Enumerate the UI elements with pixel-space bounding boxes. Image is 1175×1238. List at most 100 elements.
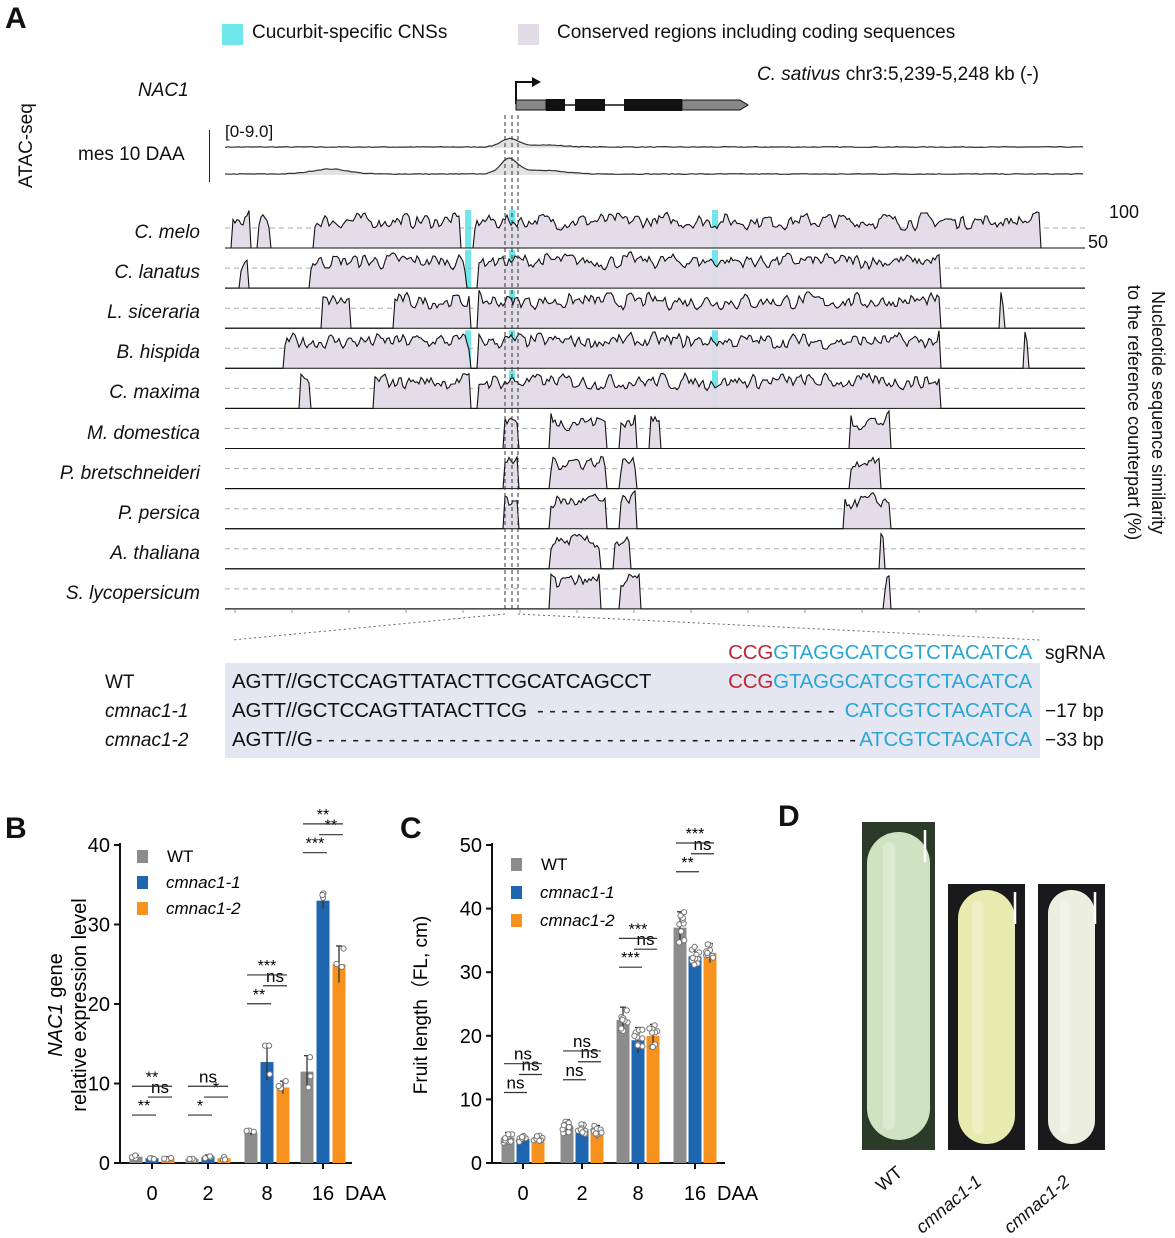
seq-left: AGTT//GCTCCAGTTATACTTCG: [232, 699, 527, 722]
sig-wt-vs-cmnac1-1-label: ***: [306, 836, 325, 853]
species-label: M. domestica: [87, 422, 200, 444]
replicate-point: [565, 1124, 573, 1131]
row-label-cmnac1-1: cmnac1-1: [105, 701, 189, 722]
legend-swatch-cns: [222, 24, 243, 45]
species-track: [225, 370, 1085, 409]
conserved-region-fill: [225, 411, 1085, 449]
replicate-point: [221, 1156, 229, 1163]
exon-3: [624, 99, 682, 111]
legend-swatch-cmnac1-1: [511, 886, 522, 899]
species-track: [225, 210, 1085, 249]
replicate-point: [150, 1156, 158, 1163]
replicate-point: [206, 1153, 214, 1160]
sig-wt-vs-cmnac1-2-label: ***: [258, 958, 277, 975]
legend-label-WT: WT: [167, 847, 193, 866]
replicate-point: [565, 1129, 572, 1136]
row-label-cmnac1-2: cmnac1-2: [105, 730, 189, 751]
legend-swatch-WT: [511, 858, 522, 871]
deletion-cmnac1-1: −17 bp: [1045, 701, 1104, 722]
bar-cmnac1-2: [646, 1035, 660, 1163]
replicate-point: [691, 961, 698, 968]
replicate-point: [678, 928, 685, 935]
bar-cmnac1-2: [703, 953, 717, 1163]
replicate-point: [676, 939, 683, 946]
species-track: [225, 455, 1085, 490]
legend-swatch-WT: [137, 850, 148, 863]
sig-wt-vs-cmnac1-1-label: ns: [566, 1061, 584, 1080]
alignment-box: [225, 663, 1040, 758]
conserved-region-fill: [225, 290, 1085, 329]
replicate-point: [579, 1129, 586, 1136]
species-track: [225, 409, 1085, 450]
species-track: [225, 250, 1085, 289]
sig-wt-vs-cmnac1-1-label: **: [138, 1098, 150, 1115]
replicate-point: [709, 954, 717, 961]
sgrna-pam: CCG: [728, 641, 774, 664]
tss-arrow-icon: [515, 81, 534, 104]
sig-cmnac1-1-vs-cmnac1-2-label: ns: [637, 930, 655, 949]
x-tick-label: 2: [202, 1183, 213, 1205]
panel-a-letter: A: [5, 2, 27, 35]
seq-right: CATCGTCTACATCA: [844, 699, 1033, 722]
seq-right: GTAGGCATCGTCTACATCA: [773, 670, 1032, 693]
y-tick-label: 0: [99, 1153, 110, 1175]
replicate-point: [681, 909, 688, 916]
photo-wt-cucumber: [867, 832, 930, 1140]
replicate-point: [161, 1155, 168, 1162]
bar-cmnac1-2: [276, 1087, 290, 1163]
replicate-point: [305, 1084, 312, 1091]
y-axis-label-gene: NAC1: [45, 1003, 67, 1056]
bar-cmnac1-1: [260, 1062, 274, 1163]
photo-wt-highlight: [882, 842, 896, 1130]
species-label: S. lycopersicum: [65, 582, 200, 604]
replicate-point: [501, 1135, 509, 1142]
replicate-point: [704, 949, 711, 957]
species-label: C. melo: [134, 222, 200, 243]
similarity-line: [225, 532, 1085, 570]
chart-c-fruit-length: 010203040500nsnsns2nsnsns8***ns***16**ns…: [410, 826, 759, 1205]
sig-wt-vs-cmnac1-2-label: ns: [573, 1032, 591, 1051]
y-tick-label: 10: [460, 1089, 482, 1111]
y-tick-label: 40: [460, 899, 482, 921]
replicate-point: [505, 1131, 512, 1138]
y-tick-label: 50: [460, 835, 482, 857]
utr-5: [515, 99, 547, 111]
conservation-tracks: [224, 77, 1085, 641]
bar-cmnac1-1: [631, 1040, 645, 1163]
coordinate-range: chr3:5,239-5,248 kb (-): [845, 64, 1039, 85]
replicate-point: [649, 1043, 656, 1051]
legend-label-cns: Cucurbit-specific CNSs: [252, 22, 448, 43]
fruit-photos: [862, 822, 1105, 1150]
sgrna-target: GTAGGCATCGTCTACATCA: [773, 641, 1032, 664]
conserved-region-fill: [225, 210, 1085, 248]
x-tick-label: 16: [684, 1183, 706, 1205]
x-tick-label: 8: [632, 1183, 643, 1205]
x-unit-label: DAA: [717, 1183, 759, 1205]
sig-cmnac1-1-vs-cmnac1-2-label: *: [213, 1080, 219, 1097]
exon-1: [546, 99, 565, 111]
seq-gap: - - - - - - - - - - - - - - - - - - - - …: [536, 699, 835, 722]
bar-WT: [244, 1132, 258, 1163]
x-tick-label: 2: [576, 1183, 587, 1205]
legend-label-cmnac1-1: cmnac1-1: [540, 883, 615, 902]
atac-range: [0-9.0]: [225, 122, 274, 141]
y-tick-label: 0: [471, 1153, 482, 1175]
species-track: [225, 532, 1085, 570]
sig-wt-vs-cmnac1-1-label: ns: [507, 1073, 525, 1092]
photo-cmnac1-2-highlight: [1059, 900, 1070, 1134]
seq-left: AGTT//GCTCCAGTTATACTTCGCATCAGCCT: [232, 670, 652, 693]
chart-b-expression: 0102030400**ns**2**ns8**ns***16*******DA…: [45, 807, 387, 1205]
sig-wt-vs-cmnac1-1-label: **: [681, 855, 693, 872]
replicate-point: [167, 1154, 175, 1162]
replicate-point: [266, 1042, 273, 1049]
legend-label-conserved: Conserved regions including coding seque…: [557, 22, 956, 43]
deletion-cmnac1-2: −33 bp: [1045, 730, 1104, 751]
replicate-point: [618, 1025, 625, 1032]
sig-wt-vs-cmnac1-2-label: **: [146, 1069, 158, 1086]
replicate-point: [507, 1138, 514, 1145]
y-axis-label-line2: relative expression level: [69, 898, 91, 1111]
panel-c-letter: C: [400, 812, 422, 845]
seq-left: AGTT//G: [232, 728, 313, 751]
replicate-point: [681, 937, 688, 944]
replicate-point: [592, 1130, 599, 1137]
